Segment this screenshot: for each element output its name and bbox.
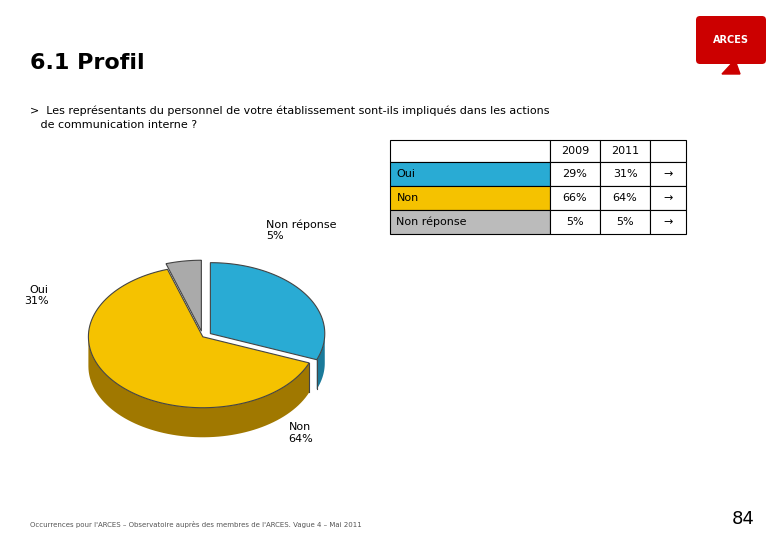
Text: Oui
31%: Oui 31% (23, 285, 48, 306)
FancyBboxPatch shape (696, 16, 766, 64)
Text: →: → (663, 193, 672, 203)
Text: 66%: 66% (562, 193, 587, 203)
Bar (550, 140, 600, 162)
Bar (600, 140, 650, 162)
Text: Oui: Oui (396, 169, 416, 179)
Polygon shape (722, 60, 740, 74)
Bar (390, 186, 550, 210)
Text: →: → (663, 169, 672, 179)
Bar (650, 140, 686, 162)
Polygon shape (88, 337, 309, 437)
Text: 31%: 31% (612, 169, 637, 179)
Text: Non: Non (396, 193, 419, 203)
Polygon shape (88, 269, 309, 408)
Text: Non réponse: Non réponse (396, 217, 467, 227)
Bar (550, 210, 600, 234)
Bar (650, 210, 686, 234)
Bar (600, 210, 650, 234)
Polygon shape (166, 260, 201, 331)
Polygon shape (317, 334, 324, 389)
Text: 5%: 5% (566, 217, 583, 227)
Text: 2011: 2011 (611, 146, 639, 156)
Bar (390, 162, 550, 186)
Text: 64%: 64% (612, 193, 637, 203)
Text: Occurrences pour l'ARCES – Observatoire auprès des membres de l'ARCES. Vague 4 –: Occurrences pour l'ARCES – Observatoire … (30, 521, 362, 528)
Bar (650, 162, 686, 186)
Text: ARCES: ARCES (713, 35, 749, 45)
Bar (390, 210, 550, 234)
Bar (650, 186, 686, 210)
Bar (600, 162, 650, 186)
Text: >  Les représentants du personnel de votre établissement sont-ils impliqués dans: > Les représentants du personnel de votr… (30, 105, 549, 116)
Text: 6.1 Profil: 6.1 Profil (30, 53, 144, 73)
Text: 84: 84 (732, 510, 755, 528)
Text: de communication interne ?: de communication interne ? (30, 120, 197, 130)
Text: 2009: 2009 (561, 146, 589, 156)
Text: Non réponse
5%: Non réponse 5% (266, 219, 336, 241)
Text: →: → (663, 217, 672, 227)
Bar (550, 186, 600, 210)
Polygon shape (211, 262, 324, 360)
Text: 29%: 29% (562, 169, 587, 179)
Text: Non
64%: Non 64% (289, 422, 314, 444)
Bar (550, 162, 600, 186)
Text: 5%: 5% (616, 217, 634, 227)
Bar (390, 140, 550, 162)
Bar (600, 186, 650, 210)
